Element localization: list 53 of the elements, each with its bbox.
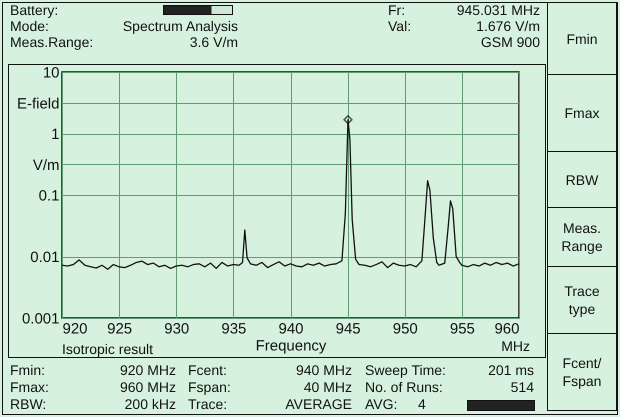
text: Fmin: (10, 362, 45, 378)
text: Trace: (188, 396, 228, 412)
text: Mode: (10, 18, 49, 34)
text: Fspan: (188, 379, 231, 395)
x-tick-label: 955 (450, 320, 475, 338)
y-tick-label: 0.1 (38, 188, 60, 204)
text: No. of Runs: (365, 379, 443, 395)
text: Isotropic result (62, 341, 154, 357)
y-tick-label: E-field (16, 95, 60, 112)
text: Meas.Range: (10, 34, 94, 50)
y-tick-label: V/m (32, 156, 60, 174)
x-tick-label: 935 (221, 320, 246, 338)
text: 1.676 V/m (476, 18, 540, 34)
text: 960 MHz (120, 379, 176, 395)
text: AVERAGE (285, 396, 352, 412)
x-axis-title: Frequency (256, 338, 327, 354)
x-tick-label: 920 (62, 320, 88, 338)
text: Fmin (547, 2, 617, 75)
x-tick-label: 930 (164, 320, 190, 338)
text: Fcent/ Fspan (547, 333, 617, 411)
x-tick-label: 940 (278, 320, 304, 338)
text: Sweep Time: (365, 362, 446, 378)
text: Battery: (10, 2, 58, 18)
text: MHz (501, 338, 530, 354)
text: Val: (388, 18, 412, 34)
text: Fmax (547, 74, 617, 152)
text: 40 MHz (304, 379, 352, 395)
text: 3.6 V/m (190, 34, 238, 50)
text: RBW: (10, 396, 46, 412)
y-tick-label: 10 (42, 64, 60, 82)
x-tick-label: 925 (107, 320, 132, 338)
text: Fr: (388, 2, 406, 18)
x-tick-label: 950 (392, 320, 418, 338)
text: 945.031 MHz (456, 2, 540, 18)
y-tick-label: 0.001 (22, 310, 60, 328)
x-tick-label: 960 (494, 320, 520, 338)
x-tick-label: 945 (336, 320, 361, 338)
y-tick-label: 1 (51, 126, 60, 143)
text: Fmax: (10, 379, 49, 395)
y-tick-label: 0.01 (30, 249, 60, 266)
text: RBW (547, 151, 617, 208)
text: Meas. Range (547, 207, 617, 267)
text: Trace type (547, 266, 617, 334)
text: Fcent: (188, 362, 227, 378)
text: 201 ms (488, 362, 534, 378)
text: 514 (510, 379, 534, 395)
text: Spectrum Analysis (122, 18, 238, 34)
text: AVG: (365, 396, 398, 412)
text: 200 kHz (124, 396, 176, 412)
text: 920 MHz (120, 362, 176, 378)
text: 4 (418, 396, 426, 412)
text: GSM 900 (480, 34, 540, 50)
text: 940 MHz (296, 362, 352, 378)
